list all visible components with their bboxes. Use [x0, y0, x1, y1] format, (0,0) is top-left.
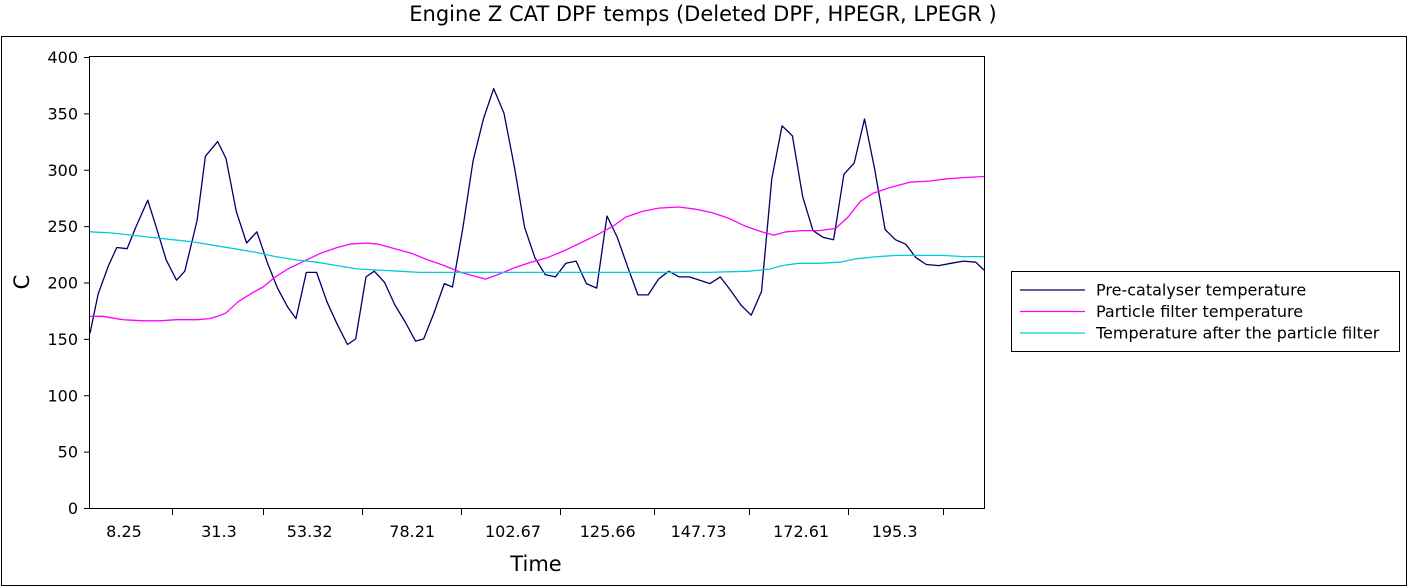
chart-outer-frame [1, 36, 1407, 586]
y-tick-label: 250 [47, 217, 78, 236]
x-tick-label: 31.3 [201, 522, 237, 541]
y-tick-label: 300 [47, 161, 78, 180]
y-tick-label: 50 [58, 443, 78, 462]
y-tick-label: 150 [47, 330, 78, 349]
x-tick-label: 53.32 [287, 522, 333, 541]
x-tick-label: 147.73 [671, 522, 727, 541]
series-lines [89, 87, 985, 346]
x-tick-label: 195.3 [872, 522, 918, 541]
y-tick-label: 400 [47, 48, 78, 67]
x-tick-label: 8.25 [106, 522, 142, 541]
y-tick-label: 350 [47, 104, 78, 123]
series-line-3 [89, 231, 984, 274]
legend-item-label: Particle filter temperature [1096, 302, 1303, 321]
x-tick-label: 125.66 [580, 522, 636, 541]
x-axis: 8.25 31.3 53.32 78.21 102.67 125.66 147.73 172.… [106, 508, 944, 541]
chart-title: Engine Z CAT DPF temps (Deleted DPF, HPE… [409, 2, 997, 26]
x-tick-label: 172.61 [773, 522, 829, 541]
y-axis-label: C [10, 275, 34, 290]
y-tick-label: 100 [47, 386, 78, 405]
x-tick-label: 78.21 [389, 522, 435, 541]
x-axis-label: Time [509, 552, 561, 576]
legend-item-label: Temperature after the particle filter [1095, 324, 1380, 343]
y-tick-label: 200 [47, 274, 78, 293]
series-line-1 [89, 87, 985, 346]
y-axis: 0 50 100 150 200 250 300 350 400 [47, 48, 90, 518]
legend: Pre-catalyser temperature Particle filter… [1011, 271, 1400, 352]
x-tick-label: 102.67 [485, 522, 541, 541]
legend-item-label: Pre-catalyser temperature [1096, 281, 1306, 300]
y-tick-label: 0 [68, 499, 78, 518]
plot-area [89, 56, 985, 509]
series-line-2 [90, 175, 985, 322]
